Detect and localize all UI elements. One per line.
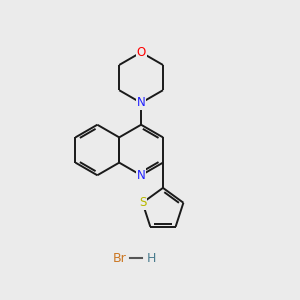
Text: O: O <box>136 46 146 59</box>
Text: N: N <box>137 169 146 182</box>
Text: N: N <box>137 96 146 110</box>
Text: H: H <box>147 252 156 265</box>
Text: Br: Br <box>113 252 127 265</box>
Text: S: S <box>139 196 146 209</box>
